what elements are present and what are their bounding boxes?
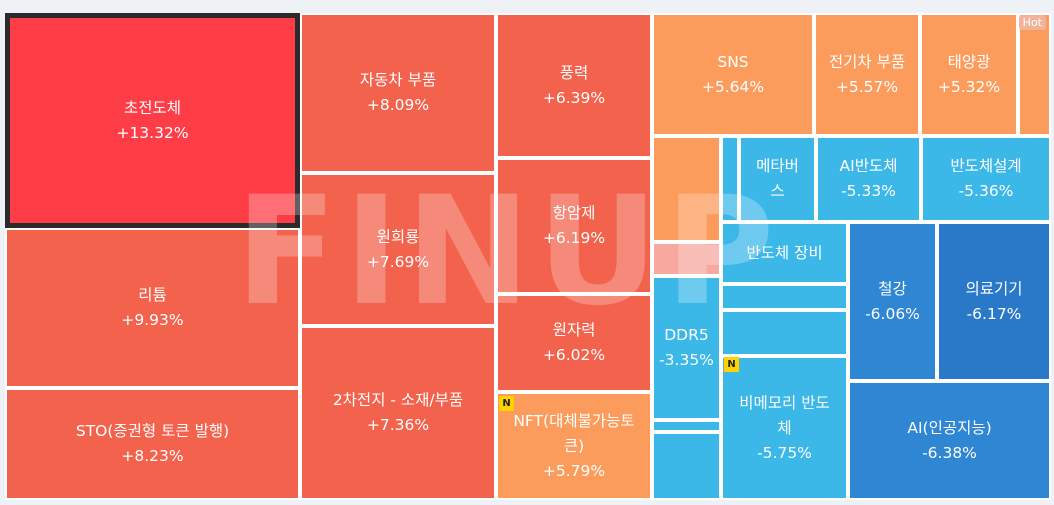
tile-change: -5.75% xyxy=(757,443,812,462)
tile-unlabeled-small[interactable] xyxy=(652,136,721,242)
tile-label: NFT(대체불가능토큰) xyxy=(513,411,635,455)
tile-change: +6.19% xyxy=(542,229,606,247)
tile-change: -5.33% xyxy=(841,182,896,200)
tile-superconductor[interactable]: 초전도체 +13.32% xyxy=(5,13,300,228)
tile-label: 반도체설계 xyxy=(950,157,1022,175)
tile-metaverse[interactable]: 메타버스 xyxy=(739,136,816,222)
tile-steel[interactable]: 철강 -6.06% xyxy=(848,222,937,381)
tile-lithium[interactable]: 리튬 +9.93% xyxy=(5,228,300,388)
tile-change: -6.38% xyxy=(922,443,977,462)
tile-nft[interactable]: NFT(대체불가능토큰) +5.79% xyxy=(496,392,652,500)
tile-label: 항암제 xyxy=(552,204,596,222)
tile-unlabeled-small[interactable] xyxy=(721,136,739,222)
tile-label: 원희룡 xyxy=(376,227,420,246)
tile-label: 전기차 부품 xyxy=(828,52,906,71)
tile-label: 태양광 xyxy=(947,52,991,71)
tile-change: -3.35% xyxy=(659,351,714,369)
tile-label: SNS xyxy=(717,52,749,71)
tile-change: +5.79% xyxy=(542,461,606,480)
tile-change: -6.06% xyxy=(865,304,920,323)
tile-change: +6.39% xyxy=(542,88,606,107)
tile-label: AI반도체 xyxy=(839,157,898,175)
tile-label: 원자력 xyxy=(552,321,596,339)
tile-secondary-battery[interactable]: 2차전지 - 소재/부품 +7.36% xyxy=(300,326,496,500)
tile-change: -6.17% xyxy=(966,304,1022,323)
tile-label: 풍력 xyxy=(559,63,589,82)
hot-badge: Hot xyxy=(1018,15,1046,30)
tile-change: +13.32% xyxy=(116,123,189,142)
tile-label: AI(인공지능) xyxy=(907,418,992,437)
tile-change: +8.09% xyxy=(366,96,430,114)
tile-change: +8.23% xyxy=(121,447,184,465)
new-badge: N xyxy=(499,396,514,411)
tile-change: +9.93% xyxy=(121,311,184,329)
tile-chip-design[interactable]: 반도체설계 -5.36% xyxy=(921,136,1051,222)
tile-label: DDR5 xyxy=(664,326,709,344)
tile-change: +5.57% xyxy=(835,77,899,96)
tile-change: +7.69% xyxy=(366,252,430,271)
tile-medical-devices[interactable]: 의료기기 -6.17% xyxy=(937,222,1051,381)
tile-solar[interactable]: 태양광 +5.32% xyxy=(920,13,1018,136)
tile-chip-equipment[interactable]: 반도체 장비 xyxy=(721,222,848,284)
tile-label: 메타버스 xyxy=(756,157,799,200)
tile-label: 의료기기 xyxy=(965,279,1023,298)
tile-nuclear[interactable]: 원자력 +6.02% xyxy=(496,294,652,392)
tile-label: 비메모리 반도체 xyxy=(739,393,830,437)
tile-change: +7.36% xyxy=(366,416,430,434)
tile-change: +6.02% xyxy=(542,346,606,364)
tile-label: 반도체 장비 xyxy=(746,243,823,262)
tile-label: 리튬 xyxy=(138,286,167,304)
tile-anticancer[interactable]: 항암제 +6.19% xyxy=(496,158,652,294)
tile-unlabeled-small[interactable] xyxy=(721,284,848,310)
new-badge: N xyxy=(724,357,739,372)
tile-label: 자동차 부품 xyxy=(359,71,437,89)
tile-label: 철강 xyxy=(878,279,907,298)
tile-ai-semiconductor[interactable]: AI반도체 -5.33% xyxy=(816,136,921,222)
tile-sns[interactable]: SNS +5.64% xyxy=(652,13,814,136)
tile-wonheeryong[interactable]: 원희룡 +7.69% xyxy=(300,173,496,326)
tile-ddr5[interactable]: DDR5 -3.35% xyxy=(652,276,721,420)
tile-ai[interactable]: AI(인공지능) -6.38% xyxy=(848,381,1051,500)
tile-wind-power[interactable]: 풍력 +6.39% xyxy=(496,13,652,158)
tile-change: -5.36% xyxy=(958,182,1014,200)
tile-sto[interactable]: STO(증권형 토큰 발행) +8.23% xyxy=(5,388,300,500)
tile-label: STO(증권형 토큰 발행) xyxy=(75,422,230,440)
tile-unlabeled-small[interactable] xyxy=(721,310,848,356)
tile-unlabeled-small[interactable] xyxy=(652,432,721,500)
tile-auto-parts[interactable]: 자동차 부품 +8.09% xyxy=(300,13,496,173)
tile-change: +5.64% xyxy=(701,77,765,96)
tile-ev-parts[interactable]: 전기차 부품 +5.57% xyxy=(814,13,920,136)
tile-non-memory[interactable]: 비메모리 반도체 -5.75% xyxy=(721,356,848,500)
tile-label: 2차전지 - 소재/부품 xyxy=(332,391,464,409)
tile-unlabeled-small[interactable] xyxy=(652,420,721,432)
tile-unlabeled-small[interactable] xyxy=(1018,13,1051,136)
tile-label: 초전도체 xyxy=(123,98,182,117)
tile-unlabeled-small[interactable] xyxy=(652,242,721,276)
tile-change: +5.32% xyxy=(937,77,1001,96)
